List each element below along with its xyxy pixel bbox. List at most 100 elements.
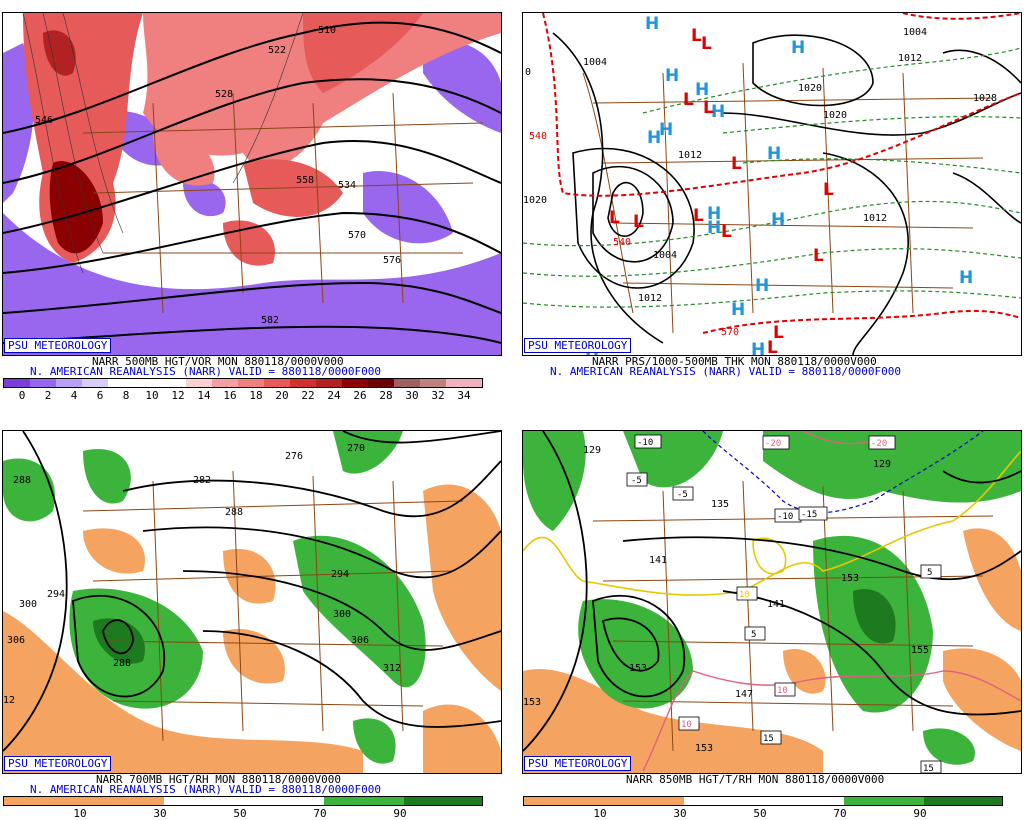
state-boundaries	[82, 92, 484, 314]
contour-label: 0	[525, 67, 531, 78]
contour-label: 129	[583, 445, 601, 456]
low-marker: L	[683, 90, 694, 110]
colorbar-tick: 34	[457, 389, 471, 402]
low-marker: L	[721, 222, 732, 242]
high-marker: H	[707, 218, 721, 238]
temp-label: 10	[681, 720, 692, 730]
rh-dry-region	[3, 611, 363, 773]
low-marker: L	[691, 26, 702, 46]
contour-label: 306	[351, 635, 369, 646]
contour-label: 288	[113, 658, 131, 669]
vorticity-negative-region	[363, 171, 453, 244]
low-marker: L	[701, 34, 712, 54]
psu-branding: PSU METEOROLOGY	[524, 338, 632, 353]
contour-label: 312	[383, 663, 401, 674]
contour-label: 282	[193, 475, 211, 486]
contour-label: 135	[711, 499, 729, 510]
colorbar-tick: 70	[833, 807, 847, 820]
contour-label: 576	[383, 255, 401, 266]
contour-label: 288	[225, 507, 243, 518]
vorticity-negative-region	[423, 40, 501, 133]
low-marker: L	[813, 246, 824, 266]
rh700-map-svg: 276 270 282 288 288 294 300 306 294 300 …	[3, 431, 501, 773]
vorticity-max-region	[43, 30, 76, 76]
low-marker: L	[731, 154, 742, 174]
contour-label: 1020	[823, 110, 847, 121]
rh-moist-region	[3, 458, 55, 522]
caption-line2: N. AMERICAN REANALYSIS (NARR) VALID = 88…	[30, 783, 381, 796]
contour-label: 141	[767, 599, 785, 610]
height-contours	[3, 431, 501, 752]
contour-label: 1012	[898, 53, 922, 64]
temp-label-texts: -10 -20 -20 -5 -5 -10 -15 10 5 5 10 10 1…	[631, 438, 934, 773]
contour-label: 153	[629, 663, 647, 674]
low-marker: L	[773, 323, 784, 343]
colorbar-tick: 50	[233, 807, 247, 820]
colorbar-tick: 10	[593, 807, 607, 820]
contour-label: 288	[13, 475, 31, 486]
rh850-map-svg: -10 -20 -20 -5 -5 -10 -15 10 5 5 10 10 1…	[523, 431, 1021, 773]
contour-label: 534	[338, 180, 356, 191]
high-marker: H	[771, 210, 785, 230]
colorbar-tick: 12	[171, 389, 185, 402]
temp-label: -20	[871, 439, 887, 449]
vorticity-negative-region	[3, 43, 34, 203]
contour-label: 300	[333, 609, 351, 620]
pressure-map-svg: 1004 1004 1012 1012 1020 1028 1020 1012 …	[523, 13, 1021, 355]
colorbar-tick: 10	[73, 807, 87, 820]
contour-label: 141	[649, 555, 667, 566]
rh-dry-region	[423, 484, 501, 691]
contour-label: 300	[19, 599, 37, 610]
colorbar-tick: 16	[223, 389, 237, 402]
contour-label: 540	[613, 237, 631, 248]
contour-label: 546	[35, 115, 53, 126]
colorbar-tick: 10	[145, 389, 159, 402]
rh-moist-region	[83, 449, 131, 504]
contour-label: 528	[215, 89, 233, 100]
low-marker: L	[703, 98, 714, 118]
isobars	[552, 32, 1021, 355]
map-700mb-rh: 276 270 282 288 288 294 300 306 294 300 …	[2, 430, 502, 774]
contour-label: 276	[285, 451, 303, 462]
low-marker: L	[767, 338, 778, 355]
colorbar-tick: 18	[249, 389, 263, 402]
contour-label: 1020	[798, 83, 822, 94]
temp-label: -5	[631, 476, 642, 486]
contour-label: 1004	[903, 27, 927, 38]
contour-label: 582	[261, 315, 279, 326]
height-contours	[523, 431, 1021, 752]
contour-label: 129	[873, 459, 891, 470]
caption-line1: NARR PRS/1000-500MB THK MON 880118/0000V…	[592, 355, 877, 368]
vorticity-colorbar	[3, 378, 483, 388]
rh850-colorbar	[523, 796, 1003, 806]
high-marker: H	[645, 14, 659, 34]
colorbar-tick: 0	[18, 389, 26, 402]
rh-moist-region	[353, 718, 396, 764]
rh700-colorbar	[3, 796, 483, 806]
rh-dry-region	[523, 669, 823, 773]
colorbar-tick: 90	[393, 807, 407, 820]
colorbar-tick: 14	[197, 389, 211, 402]
contour-label: 153	[523, 697, 541, 708]
colorbar-tick: 2	[44, 389, 52, 402]
vorticity-positive-region	[153, 131, 215, 186]
colorbar-tick: 30	[153, 807, 167, 820]
colorbar-tick: 70	[313, 807, 327, 820]
contour-label: 1012	[863, 213, 887, 224]
caption-line1: NARR 700MB HGT/RH MON 880118/0000V000	[96, 773, 342, 786]
contour-label: 153	[695, 743, 713, 754]
temp-label: 10	[777, 686, 788, 696]
colorbar-tick: 30	[673, 807, 687, 820]
contour-label: 570	[348, 230, 366, 241]
colorbar-tick: 50	[753, 807, 767, 820]
psu-branding: PSU METEOROLOGY	[4, 338, 112, 353]
rh-dry-region	[83, 528, 145, 574]
contour-label: 1020	[523, 195, 547, 206]
contour-label: 1004	[583, 57, 607, 68]
high-marker: H	[711, 102, 725, 122]
contour-label: 570	[721, 327, 739, 338]
low-pressure-markers: L L L L L L L L L L L L L	[609, 26, 834, 355]
low-marker: L	[609, 208, 620, 228]
high-marker: H	[695, 80, 709, 100]
contour-label: 1028	[973, 93, 997, 104]
